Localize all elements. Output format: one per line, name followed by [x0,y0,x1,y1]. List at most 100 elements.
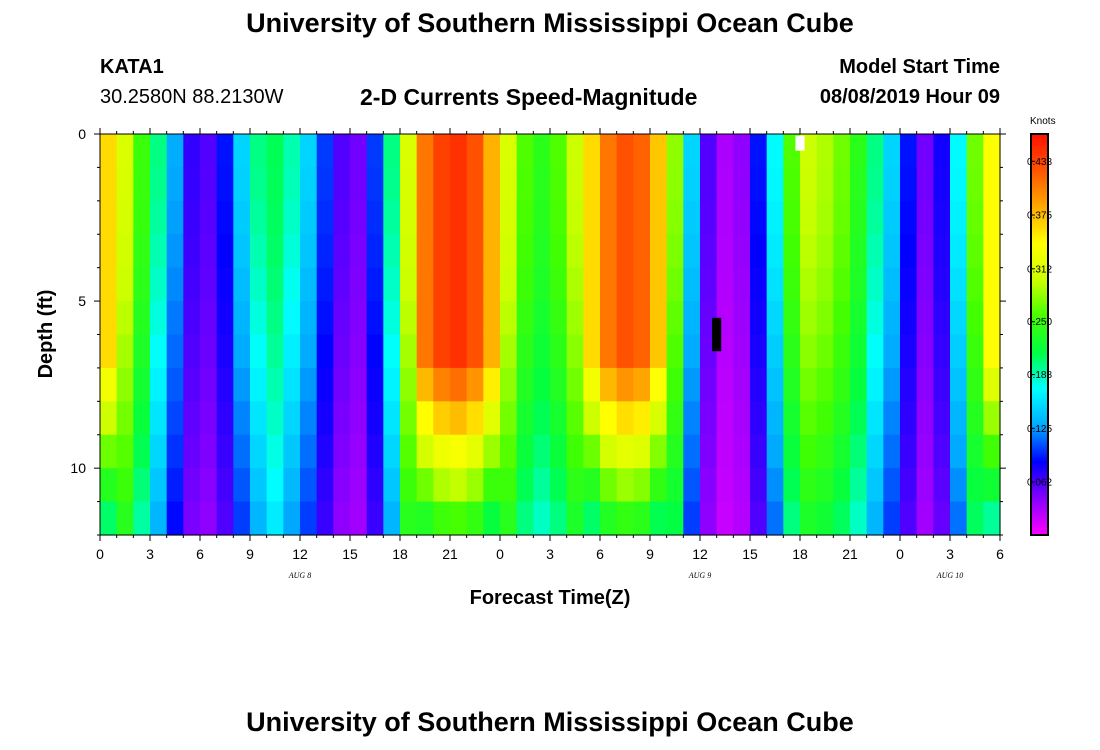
colorbar-tick-label: 0.188 [1027,370,1052,381]
heatmap-cell [666,200,684,235]
heatmap-cell [800,367,818,402]
heatmap-cell [466,367,484,402]
heatmap-cell [583,367,601,402]
heatmap-cell [750,401,768,436]
heatmap-cell [366,367,384,402]
heatmap-cell [816,334,834,369]
heatmap-cell [666,367,684,402]
heatmap-cell [900,434,918,469]
heatmap-cell [750,301,768,336]
heatmap-cell [166,301,184,336]
heatmap-cell [633,401,651,436]
heatmap-cell [966,367,984,402]
heatmap-cell [200,200,218,235]
heatmap-cell [366,334,384,369]
x-date-label: AUG 8 [288,571,311,580]
heatmap-cell [233,367,251,402]
heatmap-cell [500,134,518,169]
heatmap-cell [750,234,768,269]
x-tick-label: 9 [246,546,254,562]
heatmap-cell [100,200,118,235]
model-start-value: 08/08/2019 Hour 09 [819,86,1000,108]
heatmap-cell [450,367,468,402]
heatmap-cell [100,501,118,536]
heatmap-cell [566,434,584,469]
heatmap-cell [583,434,601,469]
heatmap-cell [150,334,168,369]
heatmap-cell [283,301,301,336]
heatmap-cell [883,234,901,269]
heatmap-cell [450,167,468,202]
heatmap-cell [716,434,734,469]
heatmap-cell [833,501,851,536]
heatmap-cell [816,134,834,169]
heatmap-cell [883,167,901,202]
heatmap-cell [850,334,868,369]
heatmap-cell [416,401,434,436]
heatmap-cell [500,468,518,503]
heatmap-cell [933,367,951,402]
heatmap-cell [383,334,401,369]
heatmap-cell [250,501,268,536]
heatmap-cell [850,501,868,536]
heatmap-cell [716,367,734,402]
x-tick-label: 6 [596,546,604,562]
heatmap-cell [950,267,968,302]
heatmap-cell [366,501,384,536]
heatmap-cell [616,234,634,269]
heatmap-cell [383,301,401,336]
heatmap-cell [683,134,701,169]
heatmap-cell [533,434,551,469]
heatmap-cell [916,267,934,302]
heatmap-cell [183,401,201,436]
x-date-label: AUG 10 [936,571,963,580]
heatmap-cell [700,200,718,235]
heatmap-cell [966,468,984,503]
heatmap-cell [316,434,334,469]
heatmap-cell [166,434,184,469]
heatmap-cell [816,234,834,269]
heatmap-cell [133,200,151,235]
heatmap-cell [133,401,151,436]
heatmap-cell [316,234,334,269]
heatmap-cell [700,267,718,302]
heatmap-cell [300,468,318,503]
heatmap-cell [833,200,851,235]
heatmap-cell [733,267,751,302]
heatmap-cells [100,134,1001,536]
heatmap-cell [483,200,501,235]
heatmap-cell [233,434,251,469]
heatmap-cell [566,334,584,369]
heatmap-cell [583,468,601,503]
heatmap-cell [566,468,584,503]
heatmap-cell [533,501,551,536]
heatmap-cell [183,267,201,302]
heatmap-cell [300,167,318,202]
heatmap-cell [583,301,601,336]
heatmap-cell [166,367,184,402]
heatmap-cell [183,468,201,503]
heatmap-cell [650,334,668,369]
heatmap-cell [400,501,418,536]
heatmap-cell [450,334,468,369]
heatmap-cell [916,501,934,536]
heatmap-cell [550,501,568,536]
heatmap-cell [900,301,918,336]
heatmap-cell [683,334,701,369]
heatmap-cell [616,134,634,169]
heatmap-cell [433,234,451,269]
heatmap-cell [966,301,984,336]
heatmap-cell [600,134,618,169]
heatmap-cell [450,468,468,503]
heatmap-cell [766,334,784,369]
x-tick-label: 15 [742,546,758,562]
heatmap-cell [833,367,851,402]
heatmap-cell [283,468,301,503]
heatmap-cell [500,301,518,336]
heatmap-cell [700,234,718,269]
heatmap-cell [116,434,134,469]
heatmap-cell [983,367,1001,402]
heatmap-cell [616,167,634,202]
heatmap-cell [550,367,568,402]
heatmap-cell [816,301,834,336]
